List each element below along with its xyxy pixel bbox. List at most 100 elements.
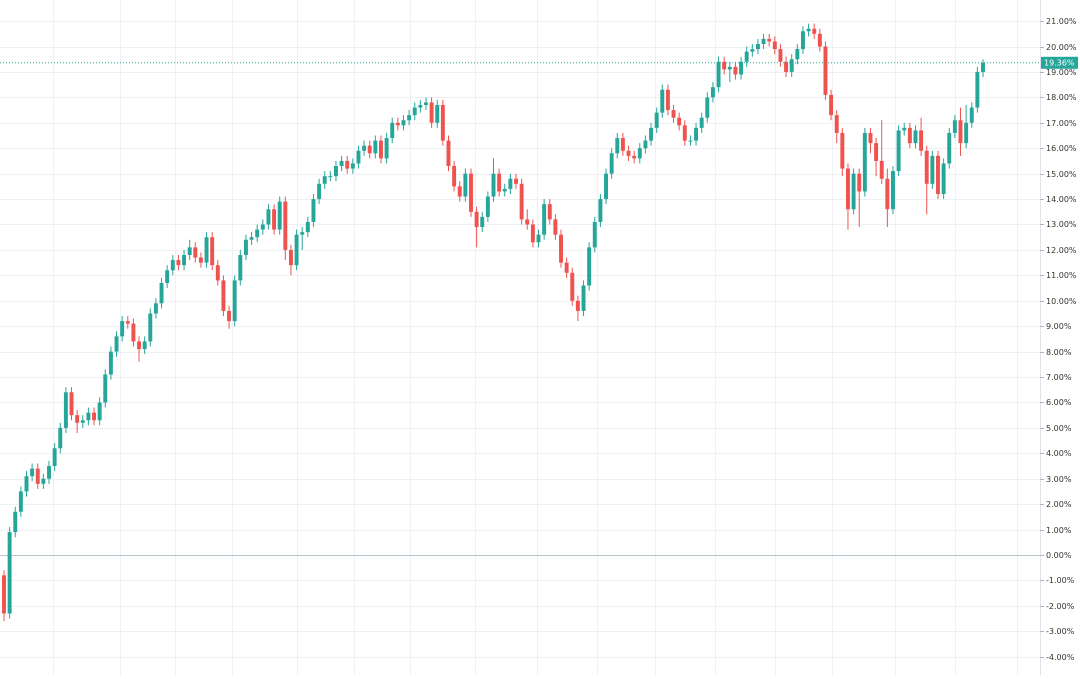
y-tick-label: 15.00% [1046,170,1077,179]
candle-body [294,234,299,266]
candle-body [7,532,12,614]
candle-body [547,204,552,220]
candle-body [817,33,822,47]
candle-body [407,115,412,121]
candle-body [891,171,895,210]
candle-body [120,321,125,337]
candle-body [559,234,563,263]
candle-body [694,127,699,141]
y-tick-label: 20.00% [1046,43,1077,52]
candle-body [30,468,35,477]
candle-body [879,160,884,179]
candle-body [592,221,597,248]
candle-body [333,166,338,177]
candle-body [58,427,63,449]
candle-body [851,173,856,210]
candle-body [2,575,6,614]
candle-body [452,166,457,187]
y-tick-label: -1.00% [1046,576,1075,585]
candle-body [440,105,445,141]
candle-body [69,392,74,416]
candle-body [508,178,513,189]
candle-body [975,71,980,108]
candle-body [924,150,929,184]
candle-body [772,41,777,50]
candle-body [243,239,248,255]
candle-body [435,105,440,123]
candle-body [401,120,406,126]
candle-body [384,138,389,159]
candle-body [350,163,355,169]
candle-body [502,188,507,192]
candle-body [581,285,586,311]
y-tick-label: -4.00% [1046,653,1075,662]
candle-body [97,402,102,421]
candle-body [424,102,428,105]
candle-body [367,145,372,154]
candle-body [446,140,451,167]
candle-body [834,115,839,133]
candle-body [463,173,468,197]
y-tick-label: 10.00% [1046,297,1077,306]
candle-body [536,234,541,243]
candle-body [739,61,744,75]
candle-body [778,49,783,62]
candle-body [750,49,755,52]
candle-body [18,491,23,512]
candle-body [165,270,170,283]
candle-body [761,38,766,44]
candle-body [103,374,108,403]
candle-body [227,310,232,322]
candle-body [339,160,344,167]
candle-body [604,173,608,200]
candle-body [457,186,462,197]
candle-body [412,107,417,116]
candle-body [63,392,68,428]
candle-body [311,199,316,222]
candle-body [885,178,890,210]
candle-body [637,148,642,159]
candle-body [204,237,209,263]
candle-body [41,478,46,484]
y-tick-label: 19.00% [1046,68,1077,77]
candle-body [845,168,850,210]
last-price-box [1041,56,1078,69]
candle-body [514,178,518,184]
candle-body [677,117,682,126]
candle-body [958,120,963,144]
candle-body [362,145,367,151]
y-tick-label: 13.00% [1046,220,1077,229]
candle-body [902,127,907,131]
candle-body [322,176,327,184]
candle-body [784,61,789,72]
candle-body [379,140,383,159]
candle-body [598,199,603,222]
candle-body [913,130,918,144]
candle-body [632,155,637,159]
candle-body [564,262,569,273]
candle-body [125,321,130,324]
y-tick-label: 3.00% [1046,475,1072,484]
candle-body [418,105,423,108]
candle-body [187,247,192,255]
y-tick-label: 18.00% [1046,93,1077,102]
candle-body [705,97,710,118]
candle-body [626,150,631,156]
y-tick-label: 4.00% [1046,449,1072,458]
candle-body [272,209,277,230]
candle-body [789,59,794,72]
candle-body [153,303,158,314]
candle-body [35,468,40,484]
candle-body [969,107,974,123]
candle-body [823,46,828,95]
candle-body [497,173,502,192]
candle-body [964,122,969,144]
candle-body [255,229,260,238]
candle-body [108,351,113,375]
candle-body [947,132,952,164]
candle-body [868,132,873,144]
candle-body [829,94,834,116]
candle-body [92,412,96,421]
y-tick-label: 16.00% [1046,144,1077,153]
